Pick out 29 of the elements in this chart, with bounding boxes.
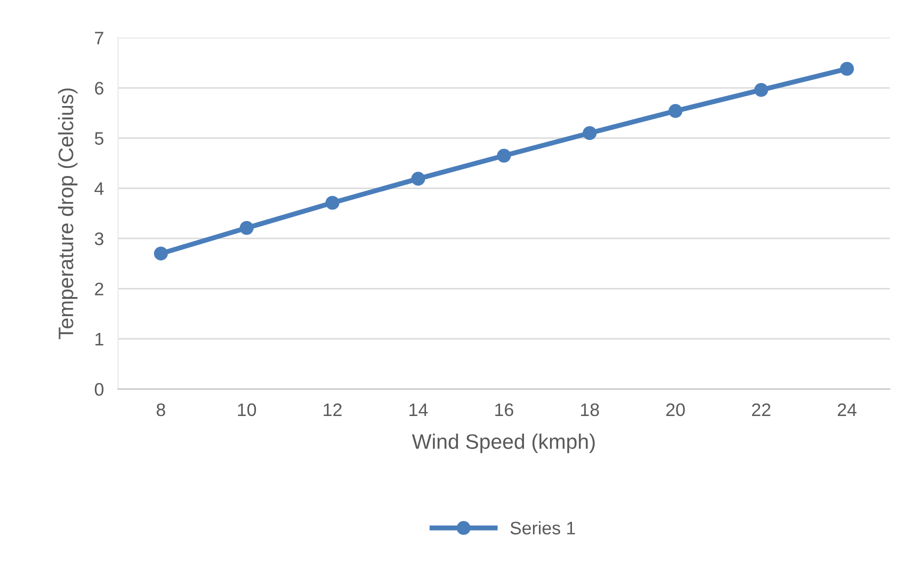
point bbox=[325, 196, 340, 210]
point bbox=[496, 148, 511, 163]
x-tick-label: 20 bbox=[666, 403, 685, 416]
x-tick-label: 14 bbox=[410, 404, 428, 416]
point bbox=[240, 220, 254, 235]
x-tick-label: 16 bbox=[495, 403, 514, 416]
y-tick-label: 2 bbox=[95, 282, 104, 296]
x-tick-label: 24 bbox=[838, 403, 856, 416]
x-axis-title: Wind Speed (kmph) bbox=[412, 434, 595, 454]
point bbox=[411, 172, 426, 186]
point bbox=[754, 82, 768, 97]
y-tick-label: 5 bbox=[94, 132, 104, 145]
x-tick-label: 18 bbox=[581, 403, 599, 416]
y-tick-label: 6 bbox=[95, 82, 104, 95]
point bbox=[668, 104, 682, 118]
point bbox=[840, 62, 854, 76]
y-tick-label: 1 bbox=[95, 332, 104, 346]
y-tick-label: 3 bbox=[94, 232, 104, 246]
x-tick-label: 12 bbox=[324, 403, 342, 416]
y-tick-label: 0 bbox=[94, 382, 104, 396]
legend-label: Series 1 bbox=[510, 521, 575, 534]
x-tick-label: 22 bbox=[752, 403, 770, 416]
x-tick-label: 10 bbox=[238, 403, 256, 416]
point bbox=[582, 126, 597, 140]
y-tick-label: 4 bbox=[94, 182, 104, 195]
x-tick-label: 8 bbox=[156, 403, 166, 416]
y-tick-label: 7 bbox=[95, 32, 104, 44]
point bbox=[154, 246, 168, 260]
y-axis-title: Temperature drop (Celcius) bbox=[58, 88, 78, 340]
